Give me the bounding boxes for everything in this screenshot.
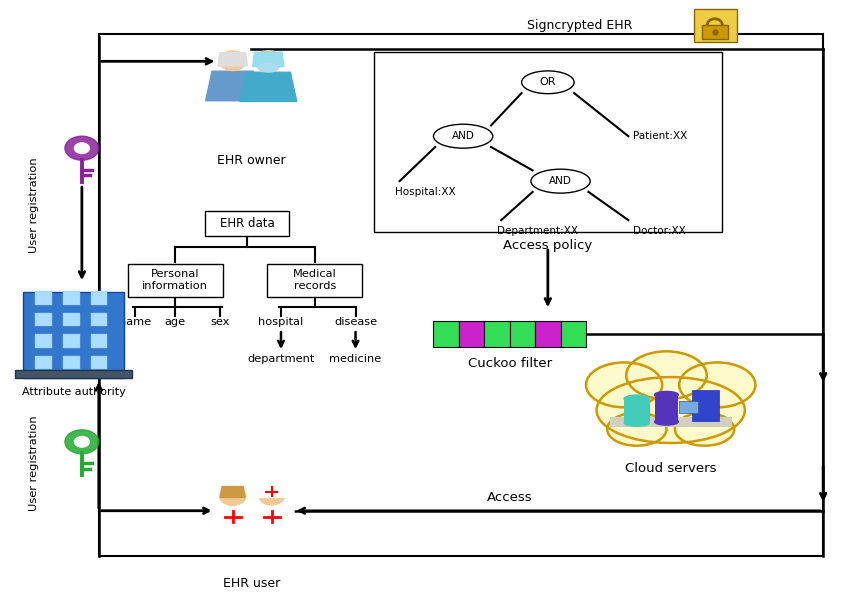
Text: department: department <box>247 354 314 364</box>
Ellipse shape <box>586 362 662 408</box>
Ellipse shape <box>531 169 590 193</box>
FancyBboxPatch shape <box>128 264 223 297</box>
Circle shape <box>75 143 89 154</box>
Text: Attribute authority: Attribute authority <box>21 387 125 397</box>
Text: EHR user: EHR user <box>223 577 280 589</box>
FancyBboxPatch shape <box>654 395 678 422</box>
FancyBboxPatch shape <box>205 211 290 236</box>
Polygon shape <box>240 72 297 101</box>
Circle shape <box>65 136 99 160</box>
Circle shape <box>254 51 282 71</box>
Text: sex: sex <box>210 317 230 327</box>
Ellipse shape <box>654 418 678 425</box>
Text: Patient:XX: Patient:XX <box>632 131 687 141</box>
Text: Personal
information: Personal information <box>142 269 208 291</box>
Ellipse shape <box>607 413 666 445</box>
Text: name: name <box>119 317 151 327</box>
Polygon shape <box>218 53 247 66</box>
Polygon shape <box>258 486 286 497</box>
FancyBboxPatch shape <box>63 334 80 348</box>
Ellipse shape <box>258 63 278 72</box>
Polygon shape <box>252 52 284 67</box>
FancyBboxPatch shape <box>63 356 80 369</box>
Text: EHR owner: EHR owner <box>217 154 286 167</box>
Ellipse shape <box>597 377 745 443</box>
Ellipse shape <box>522 71 574 94</box>
FancyBboxPatch shape <box>536 321 560 347</box>
Ellipse shape <box>675 413 734 445</box>
Text: AND: AND <box>549 176 572 186</box>
Circle shape <box>219 51 246 70</box>
FancyBboxPatch shape <box>692 389 719 421</box>
Polygon shape <box>206 71 260 101</box>
FancyBboxPatch shape <box>23 292 124 378</box>
Text: User registration: User registration <box>29 157 38 253</box>
FancyBboxPatch shape <box>609 417 732 427</box>
FancyBboxPatch shape <box>36 356 52 369</box>
Text: Hospital:XX: Hospital:XX <box>395 187 456 197</box>
FancyBboxPatch shape <box>91 291 107 305</box>
FancyBboxPatch shape <box>694 8 737 42</box>
FancyBboxPatch shape <box>484 321 510 347</box>
Text: Medical
records: Medical records <box>293 269 337 291</box>
Text: Access: Access <box>487 491 533 503</box>
Text: age: age <box>165 317 185 327</box>
Ellipse shape <box>624 419 649 426</box>
FancyBboxPatch shape <box>15 370 132 378</box>
FancyBboxPatch shape <box>63 291 80 305</box>
FancyBboxPatch shape <box>36 334 52 348</box>
Text: Access policy: Access policy <box>503 239 592 252</box>
Text: AND: AND <box>451 131 474 141</box>
FancyBboxPatch shape <box>459 321 484 347</box>
FancyBboxPatch shape <box>91 312 107 326</box>
FancyBboxPatch shape <box>63 312 80 326</box>
Ellipse shape <box>654 391 678 398</box>
Text: Doctor:XX: Doctor:XX <box>632 226 685 236</box>
FancyBboxPatch shape <box>510 321 536 347</box>
Polygon shape <box>208 507 257 536</box>
Polygon shape <box>220 486 245 497</box>
Text: OR: OR <box>540 77 556 87</box>
Text: medicine: medicine <box>330 354 382 364</box>
Text: hospital: hospital <box>258 317 303 327</box>
Text: Department:XX: Department:XX <box>497 226 578 236</box>
Text: Signcrypted EHR: Signcrypted EHR <box>527 19 632 32</box>
FancyBboxPatch shape <box>91 356 107 369</box>
Ellipse shape <box>624 395 649 402</box>
FancyBboxPatch shape <box>702 25 728 39</box>
FancyBboxPatch shape <box>36 312 52 326</box>
Ellipse shape <box>434 124 493 148</box>
Circle shape <box>259 487 285 505</box>
FancyBboxPatch shape <box>679 401 698 413</box>
Text: disease: disease <box>334 317 377 327</box>
FancyBboxPatch shape <box>36 291 52 305</box>
Polygon shape <box>247 507 296 536</box>
Circle shape <box>75 436 89 447</box>
Ellipse shape <box>626 352 706 399</box>
FancyBboxPatch shape <box>434 321 459 347</box>
Text: User registration: User registration <box>29 415 38 510</box>
FancyBboxPatch shape <box>624 399 649 423</box>
FancyBboxPatch shape <box>374 52 722 232</box>
Circle shape <box>65 430 99 454</box>
Ellipse shape <box>679 362 756 408</box>
FancyBboxPatch shape <box>91 334 107 348</box>
FancyBboxPatch shape <box>268 264 362 297</box>
FancyBboxPatch shape <box>560 321 586 347</box>
Text: Cloud servers: Cloud servers <box>625 462 717 474</box>
Text: EHR data: EHR data <box>219 217 275 229</box>
Circle shape <box>219 486 246 505</box>
Text: Cuckoo filter: Cuckoo filter <box>468 358 552 370</box>
